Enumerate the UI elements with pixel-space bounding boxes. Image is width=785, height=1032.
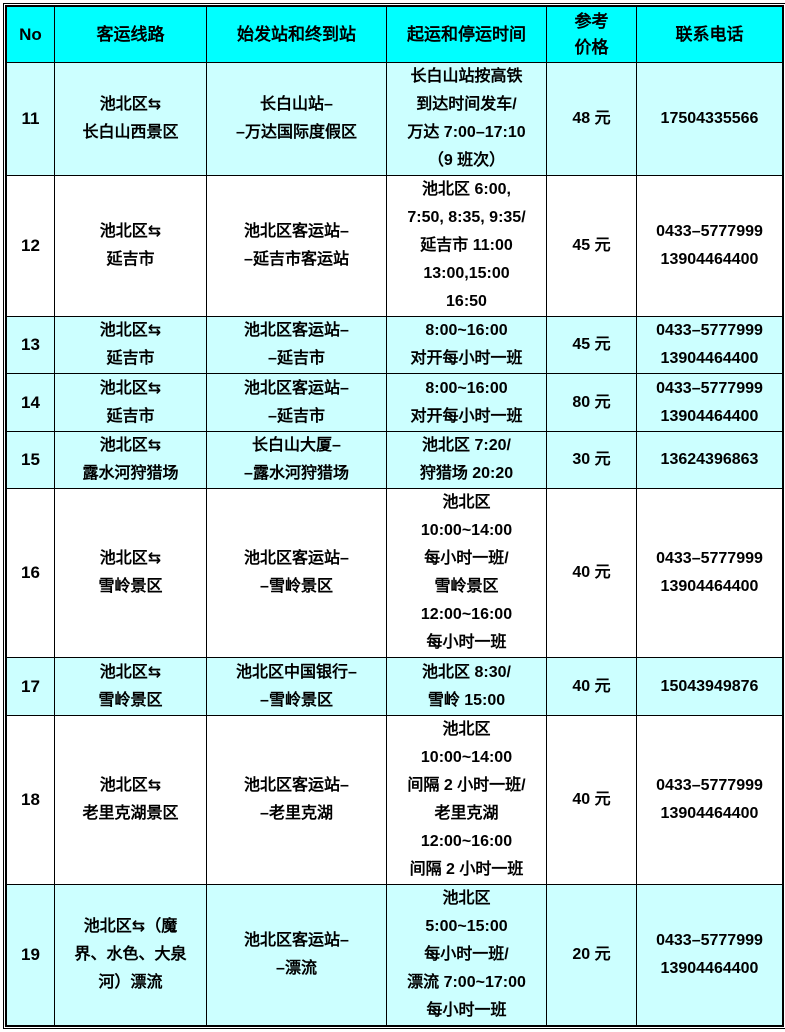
- cell-route-number: 12: [6, 175, 55, 317]
- cell-stations: 池北区客运站– –延吉市: [206, 316, 387, 374]
- table-row: 12 池北区⇆ 延吉市 池北区客运站– –延吉市客运站 池北区 6:00, 7:50,…: [6, 175, 783, 317]
- cell-route-number: 17: [6, 657, 55, 716]
- cell-route-name: 池北区⇆ 延吉市: [54, 175, 207, 317]
- cell-schedule: 池北区 7:20/ 狩猎场 20:20: [386, 431, 547, 489]
- cell-price: 30 元: [546, 431, 637, 489]
- cell-phone: 15043949876: [636, 657, 783, 716]
- header-phone: 联系电话: [636, 6, 783, 63]
- cell-price: 45 元: [546, 316, 637, 374]
- cell-stations: 长白山大厦– –露水河狩猎场: [206, 431, 387, 489]
- table-row: 18 池北区⇆ 老里克湖景区 池北区客运站– –老里克湖 池北区 10:00~14:0…: [6, 715, 783, 885]
- header-no: No: [6, 6, 55, 63]
- header-row: No 客运线路 始发站和终到站 起运和停运时间 参考 价格 联系电话: [6, 6, 783, 63]
- cell-route-number: 15: [6, 431, 55, 489]
- table-row: 11 池北区⇆ 长白山西景区 长白山站– –万达国际度假区 长白山站按高铁 到达时间发…: [6, 62, 783, 176]
- header-stations: 始发站和终到站: [206, 6, 387, 63]
- cell-schedule: 8:00~16:00 对开每小时一班: [386, 373, 547, 432]
- cell-phone: 0433–5777999 13904464400: [636, 488, 783, 658]
- cell-route-number: 14: [6, 373, 55, 432]
- cell-route-name: 池北区⇆ 老里克湖景区: [54, 715, 207, 885]
- cell-schedule: 池北区 8:30/ 雪岭 15:00: [386, 657, 547, 716]
- cell-route-number: 16: [6, 488, 55, 658]
- cell-stations: 池北区中国银行– –雪岭景区: [206, 657, 387, 716]
- cell-stations: 长白山站– –万达国际度假区: [206, 62, 387, 176]
- header-price: 参考 价格: [546, 6, 637, 63]
- bus-route-table: No 客运线路 始发站和终到站 起运和停运时间 参考 价格 联系电话 11 池北区…: [6, 6, 783, 1026]
- cell-route-name: 池北区⇆ 露水河狩猎场: [54, 431, 207, 489]
- cell-phone: 0433–5777999 13904464400: [636, 316, 783, 374]
- cell-route-number: 13: [6, 316, 55, 374]
- cell-price: 40 元: [546, 715, 637, 885]
- cell-stations: 池北区客运站– –老里克湖: [206, 715, 387, 885]
- cell-schedule: 池北区 10:00~14:00 每小时一班/ 雪岭景区 12:00~16:00 …: [386, 488, 547, 658]
- cell-price: 40 元: [546, 657, 637, 716]
- cell-phone: 17504335566: [636, 62, 783, 176]
- table-row: 17 池北区⇆ 雪岭景区 池北区中国银行– –雪岭景区 池北区 8:30/ 雪岭 15…: [6, 657, 783, 716]
- cell-route-name: 池北区⇆ 雪岭景区: [54, 488, 207, 658]
- cell-phone: 13624396863: [636, 431, 783, 489]
- cell-route-number: 19: [6, 884, 55, 1026]
- cell-stations: 池北区客运站– –延吉市: [206, 373, 387, 432]
- cell-schedule: 长白山站按高铁 到达时间发车/ 万达 7:00–17:10 （9 班次）: [386, 62, 547, 176]
- cell-price: 40 元: [546, 488, 637, 658]
- cell-route-number: 18: [6, 715, 55, 885]
- cell-route-name: 池北区⇆ 延吉市: [54, 373, 207, 432]
- cell-price: 80 元: [546, 373, 637, 432]
- cell-schedule: 池北区 10:00~14:00 间隔 2 小时一班/ 老里克湖 12:00~16…: [386, 715, 547, 885]
- cell-phone: 0433–5777999 13904464400: [636, 884, 783, 1026]
- table-row: 16 池北区⇆ 雪岭景区 池北区客运站– –雪岭景区 池北区 10:00~14:00 …: [6, 488, 783, 658]
- cell-price: 48 元: [546, 62, 637, 176]
- cell-stations: 池北区客运站– –雪岭景区: [206, 488, 387, 658]
- table-row: 13 池北区⇆ 延吉市 池北区客运站– –延吉市 8:00~16:00 对开每小时一班…: [6, 316, 783, 374]
- cell-schedule: 8:00~16:00 对开每小时一班: [386, 316, 547, 374]
- cell-route-number: 11: [6, 62, 55, 176]
- cell-schedule: 池北区 6:00, 7:50, 8:35, 9:35/ 延吉市 11:00 13…: [386, 175, 547, 317]
- header-times: 起运和停运时间: [386, 6, 547, 63]
- cell-stations: 池北区客运站– –漂流: [206, 884, 387, 1026]
- cell-phone: 0433–5777999 13904464400: [636, 715, 783, 885]
- cell-price: 20 元: [546, 884, 637, 1026]
- cell-route-name: 池北区⇆ 延吉市: [54, 316, 207, 374]
- header-route: 客运线路: [54, 6, 207, 63]
- cell-route-name: 池北区⇆ 雪岭景区: [54, 657, 207, 716]
- table-row: 14 池北区⇆ 延吉市 池北区客运站– –延吉市 8:00~16:00 对开每小时一班…: [6, 373, 783, 432]
- cell-stations: 池北区客运站– –延吉市客运站: [206, 175, 387, 317]
- table-row: 15 池北区⇆ 露水河狩猎场 长白山大厦– –露水河狩猎场 池北区 7:20/ 狩猎场…: [6, 431, 783, 489]
- bus-route-table-frame: No 客运线路 始发站和终到站 起运和停运时间 参考 价格 联系电话 11 池北区…: [3, 3, 785, 1029]
- table-row: 19 池北区⇆（魔 界、水色、大泉 河）漂流 池北区客运站– –漂流 池北区 5:00…: [6, 884, 783, 1026]
- cell-phone: 0433–5777999 13904464400: [636, 373, 783, 432]
- cell-phone: 0433–5777999 13904464400: [636, 175, 783, 317]
- cell-route-name: 池北区⇆ 长白山西景区: [54, 62, 207, 176]
- cell-schedule: 池北区 5:00~15:00 每小时一班/ 漂流 7:00~17:00 每小时一…: [386, 884, 547, 1026]
- cell-price: 45 元: [546, 175, 637, 317]
- cell-route-name: 池北区⇆（魔 界、水色、大泉 河）漂流: [54, 884, 207, 1026]
